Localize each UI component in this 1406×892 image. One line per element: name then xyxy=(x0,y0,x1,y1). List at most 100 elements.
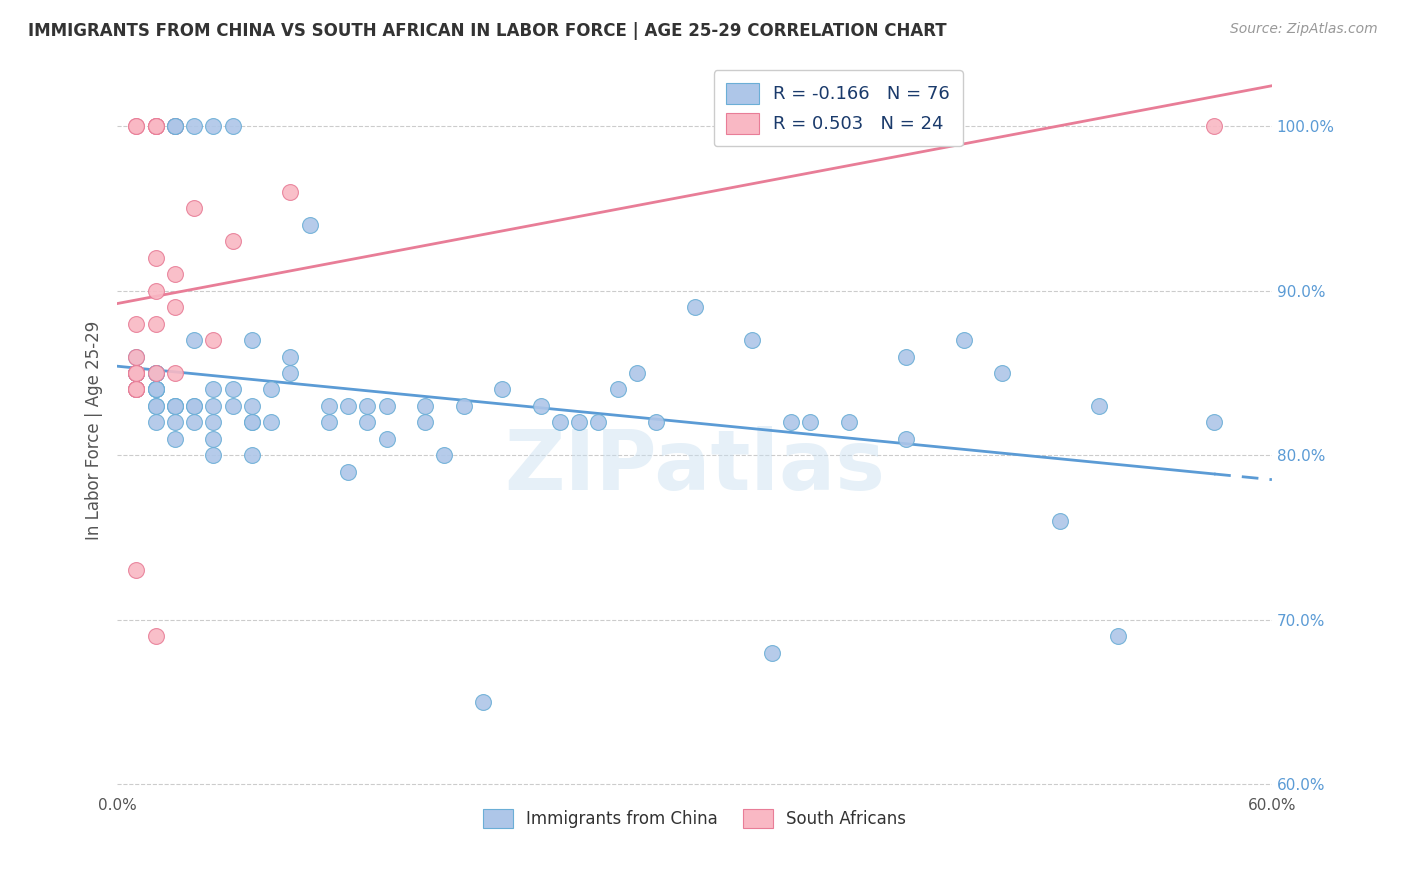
Point xyxy=(337,465,360,479)
Point xyxy=(280,185,302,199)
Point xyxy=(125,564,148,578)
Point xyxy=(125,383,148,397)
Point xyxy=(163,119,186,133)
Point xyxy=(221,235,243,249)
Point xyxy=(183,399,205,413)
Point xyxy=(145,119,167,133)
Point xyxy=(221,399,243,413)
Point xyxy=(125,366,148,380)
Point xyxy=(799,415,821,429)
Point xyxy=(145,284,167,298)
Point xyxy=(202,432,225,446)
Point xyxy=(280,350,302,364)
Point xyxy=(125,119,148,133)
Point xyxy=(280,366,302,380)
Point xyxy=(471,695,494,709)
Point xyxy=(548,415,571,429)
Point xyxy=(183,119,205,133)
Point xyxy=(953,333,976,347)
Text: Source: ZipAtlas.com: Source: ZipAtlas.com xyxy=(1230,22,1378,37)
Point xyxy=(413,415,436,429)
Point xyxy=(125,383,148,397)
Y-axis label: In Labor Force | Age 25-29: In Labor Force | Age 25-29 xyxy=(86,321,103,541)
Point xyxy=(896,432,918,446)
Point xyxy=(529,399,551,413)
Point xyxy=(491,383,513,397)
Point xyxy=(163,119,186,133)
Point xyxy=(145,383,167,397)
Point xyxy=(741,333,763,347)
Point xyxy=(588,415,610,429)
Point xyxy=(145,119,167,133)
Point xyxy=(163,119,186,133)
Point xyxy=(626,366,648,380)
Point xyxy=(202,415,225,429)
Point xyxy=(991,366,1014,380)
Point xyxy=(298,218,321,232)
Point xyxy=(145,383,167,397)
Point xyxy=(337,399,360,413)
Point xyxy=(683,300,706,314)
Point xyxy=(433,448,456,462)
Point xyxy=(163,267,186,281)
Point xyxy=(1049,514,1071,528)
Point xyxy=(1087,399,1109,413)
Point xyxy=(568,415,591,429)
Point xyxy=(202,333,225,347)
Point xyxy=(453,399,475,413)
Point xyxy=(145,317,167,331)
Point xyxy=(318,415,340,429)
Point xyxy=(356,399,378,413)
Point xyxy=(145,415,167,429)
Point xyxy=(183,202,205,216)
Point xyxy=(145,629,167,643)
Point xyxy=(240,415,263,429)
Point xyxy=(125,366,148,380)
Point xyxy=(163,432,186,446)
Point xyxy=(163,366,186,380)
Point xyxy=(145,119,167,133)
Point xyxy=(163,300,186,314)
Point xyxy=(260,383,283,397)
Point xyxy=(202,399,225,413)
Point xyxy=(125,366,148,380)
Point xyxy=(125,350,148,364)
Point xyxy=(240,415,263,429)
Point xyxy=(163,399,186,413)
Point xyxy=(183,399,205,413)
Point xyxy=(125,317,148,331)
Point xyxy=(145,366,167,380)
Point xyxy=(240,448,263,462)
Point xyxy=(145,251,167,265)
Point xyxy=(837,415,859,429)
Point xyxy=(413,399,436,413)
Point xyxy=(375,399,398,413)
Point xyxy=(145,383,167,397)
Point xyxy=(145,366,167,380)
Point xyxy=(606,383,628,397)
Point xyxy=(145,399,167,413)
Point xyxy=(125,383,148,397)
Point xyxy=(183,415,205,429)
Point xyxy=(221,119,243,133)
Point xyxy=(645,415,668,429)
Point xyxy=(896,350,918,364)
Point xyxy=(163,399,186,413)
Text: ZIPatlas: ZIPatlas xyxy=(503,426,884,508)
Point xyxy=(125,350,148,364)
Point xyxy=(221,383,243,397)
Point xyxy=(145,366,167,380)
Point xyxy=(1204,119,1226,133)
Point xyxy=(318,399,340,413)
Text: IMMIGRANTS FROM CHINA VS SOUTH AFRICAN IN LABOR FORCE | AGE 25-29 CORRELATION CH: IMMIGRANTS FROM CHINA VS SOUTH AFRICAN I… xyxy=(28,22,946,40)
Point xyxy=(356,415,378,429)
Point xyxy=(240,333,263,347)
Point xyxy=(145,399,167,413)
Point xyxy=(163,119,186,133)
Point xyxy=(125,119,148,133)
Point xyxy=(145,119,167,133)
Point xyxy=(183,333,205,347)
Point xyxy=(163,415,186,429)
Point xyxy=(125,383,148,397)
Point xyxy=(145,366,167,380)
